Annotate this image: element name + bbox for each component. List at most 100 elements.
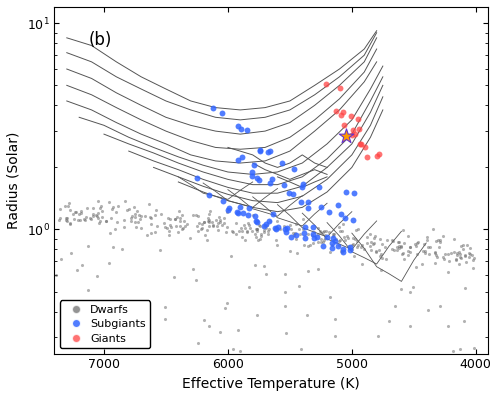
Point (298, 199, 306, 205)
Point (214, 220, 222, 226)
Point (345, 242, 353, 249)
Point (286, 248, 294, 254)
Point (352, 227, 360, 233)
Point (400, 256, 408, 262)
Point (420, 248, 428, 254)
Point (414, 239, 422, 246)
Point (92, 212, 100, 218)
Point (112, 225, 120, 232)
Point (325, 209, 333, 215)
Point (382, 256, 390, 262)
Point (73, 267, 81, 273)
Point (276, 226, 283, 232)
Point (256, 177, 264, 183)
Point (94, 198, 102, 205)
Point (252, 234, 260, 240)
Point (452, 256, 460, 262)
Point (278, 159, 286, 166)
Point (370, 235, 378, 242)
Point (300, 226, 308, 232)
Point (334, 243, 342, 249)
Point (192, 222, 200, 229)
Point (220, 220, 228, 226)
Point (413, 250, 421, 257)
Point (170, 216, 178, 222)
Point (466, 245, 474, 251)
Point (323, 234, 331, 240)
Point (86, 300, 94, 306)
Point (194, 340, 202, 347)
Point (317, 230, 325, 236)
Point (310, 224, 318, 230)
Point (255, 222, 263, 228)
Point (229, 346, 237, 352)
Point (262, 220, 270, 227)
Point (205, 192, 213, 199)
Point (377, 267, 385, 273)
Point (107, 215, 115, 221)
Point (178, 225, 186, 232)
Text: (b): (b) (89, 31, 112, 49)
Point (60, 203, 68, 209)
Point (336, 228, 344, 234)
Point (260, 263, 268, 269)
Point (216, 219, 224, 225)
Point (372, 248, 380, 254)
Point (87, 216, 95, 222)
Point (394, 239, 402, 245)
Point (366, 238, 374, 245)
Point (283, 224, 291, 231)
Point (358, 261, 366, 267)
Point (319, 239, 327, 246)
Point (156, 247, 164, 254)
Point (318, 243, 326, 250)
Point (63, 215, 71, 221)
Legend: Dwarfs, Subgiants, Giants: Dwarfs, Subgiants, Giants (60, 300, 150, 348)
Point (132, 224, 140, 230)
Point (378, 251, 386, 258)
Point (252, 218, 260, 224)
Point (165, 232, 173, 238)
Point (166, 216, 174, 222)
Point (378, 254, 386, 261)
Point (444, 268, 452, 275)
Point (252, 174, 260, 181)
Point (409, 284, 417, 290)
Point (452, 250, 460, 256)
Point (225, 205, 233, 211)
Point (354, 116, 362, 122)
Point (350, 131, 358, 137)
Point (192, 277, 200, 283)
Point (460, 318, 468, 325)
Point (292, 236, 300, 243)
Point (381, 244, 389, 250)
Point (260, 229, 268, 235)
Point (395, 244, 403, 251)
X-axis label: Effective Temperature (K): Effective Temperature (K) (182, 377, 360, 391)
Point (392, 302, 400, 309)
Point (418, 261, 426, 267)
Point (252, 226, 260, 232)
Point (285, 190, 293, 197)
Point (254, 237, 262, 244)
Point (318, 239, 326, 245)
Point (424, 244, 432, 250)
Point (188, 266, 196, 272)
Point (136, 213, 144, 219)
Point (105, 260, 113, 267)
Point (360, 246, 368, 253)
Point (54, 217, 62, 223)
Point (94, 215, 102, 222)
Point (432, 238, 440, 244)
Point (314, 225, 322, 231)
Point (172, 223, 179, 229)
Point (273, 218, 281, 224)
Point (120, 223, 128, 230)
Point (445, 258, 453, 264)
Point (470, 255, 478, 261)
Point (263, 222, 271, 228)
Point (84, 287, 92, 293)
Point (452, 257, 460, 263)
Point (70, 216, 78, 222)
Point (162, 316, 170, 323)
